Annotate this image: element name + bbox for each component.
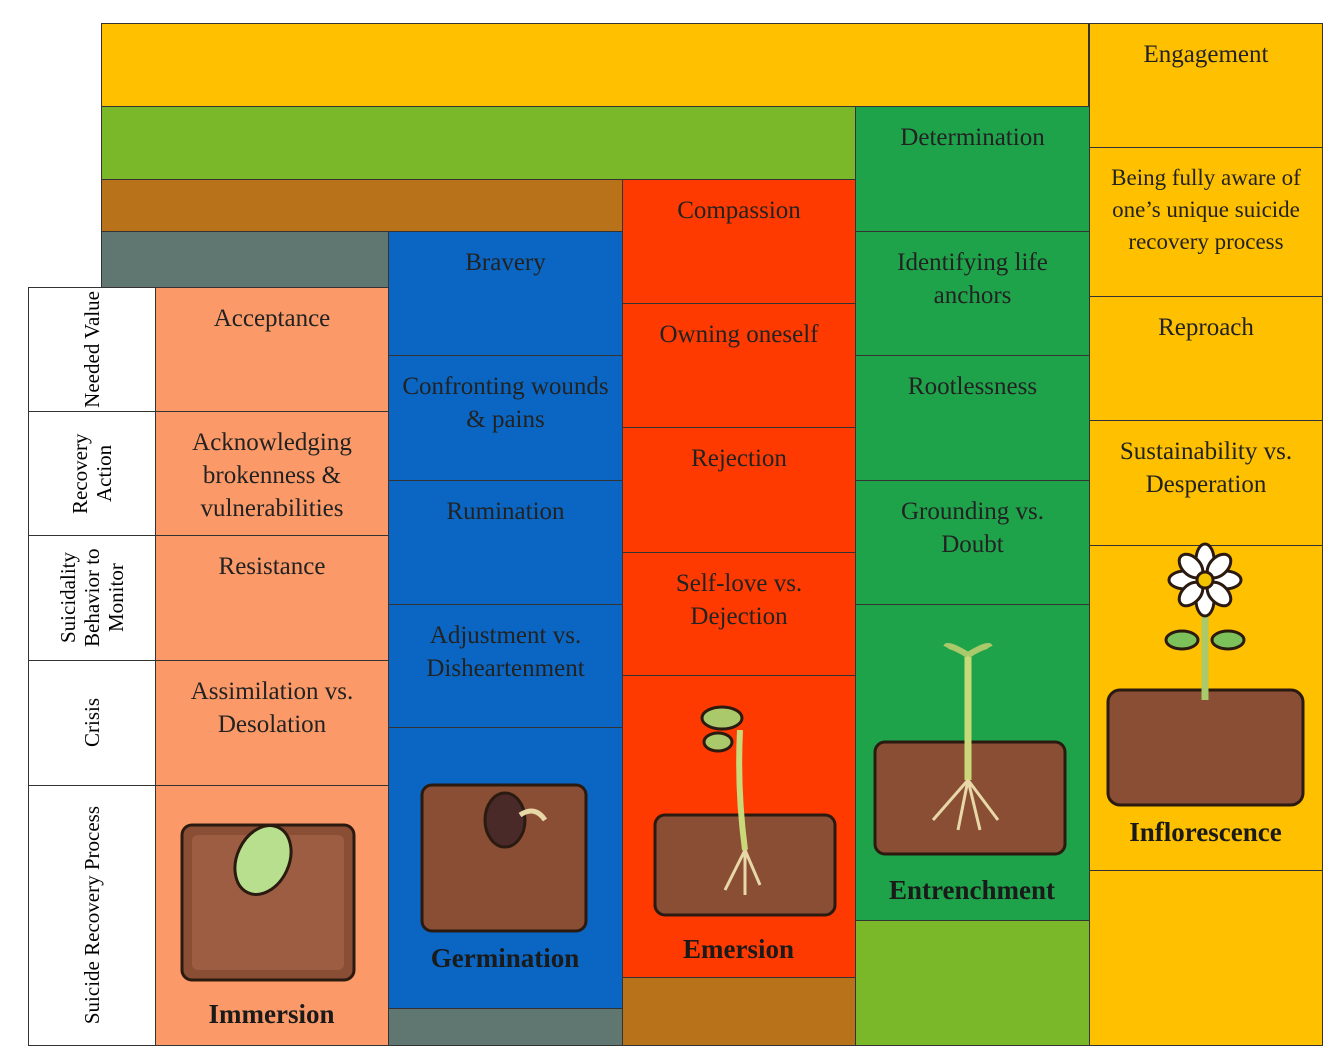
stage-cell: Bravery <box>388 231 623 356</box>
stage-cell: Grounding vs. Doubt <box>855 480 1090 605</box>
filler <box>388 1008 623 1046</box>
stage-cell: Resistance <box>155 535 389 661</box>
stage-cell: Acceptance <box>155 287 389 412</box>
filler <box>622 977 856 1046</box>
stage-cell: Owning oneself <box>622 303 856 428</box>
emersion-art <box>653 705 837 917</box>
row-label-box: Needed Value <box>28 287 156 412</box>
stage-name: Entrenchment <box>889 875 1055 905</box>
stage-cell: Sustainability vs. Desperation <box>1089 420 1323 546</box>
stage-cell: Identifying life anchors <box>855 231 1090 356</box>
row-label-box: Recovery Action <box>28 411 156 536</box>
stage-cell: Determination <box>855 106 1090 232</box>
stage-cell: Acknowledging brokenness & vulnerabiliti… <box>155 411 389 536</box>
row-label-box: Crisis <box>28 660 156 786</box>
stage-name: Immersion <box>208 999 335 1029</box>
stage-name: Inflorescence <box>1129 817 1282 847</box>
germination-art <box>420 783 588 933</box>
entrenchment-art <box>873 643 1067 856</box>
stage-name: Germination <box>430 943 580 973</box>
row-label-box: Suicidality Behavior to Monitor <box>28 535 156 661</box>
inflorescence-art <box>1106 542 1305 807</box>
stage-cell: Engagement <box>1089 23 1323 148</box>
stage-name: Emersion <box>683 934 794 964</box>
stage-cell: Adjustment vs. Disheartenment <box>388 604 623 728</box>
stage-cell: Confronting wounds & pains <box>388 355 623 481</box>
band-gray <box>101 231 389 288</box>
stage-cell: Compassion <box>622 179 856 304</box>
filler <box>855 920 1090 1046</box>
band-green <box>101 106 856 180</box>
stage-cell: Reproach <box>1089 296 1323 421</box>
stage-cell: Rootlessness <box>855 355 1090 481</box>
stage-cell: Rumination <box>388 480 623 605</box>
stage-cell: Self-love vs. Dejection <box>622 552 856 676</box>
stage-cell: Rejection <box>622 427 856 553</box>
filler <box>1089 870 1323 1046</box>
row-label-box: Suicide Recovery Process <box>28 785 156 1046</box>
band-yellow <box>101 23 1089 107</box>
stage-cell: Being fully aware of one’s unique suicid… <box>1089 147 1323 297</box>
stage-cell: Assimilation vs. Desolation <box>155 660 389 786</box>
immersion-art <box>180 823 356 982</box>
